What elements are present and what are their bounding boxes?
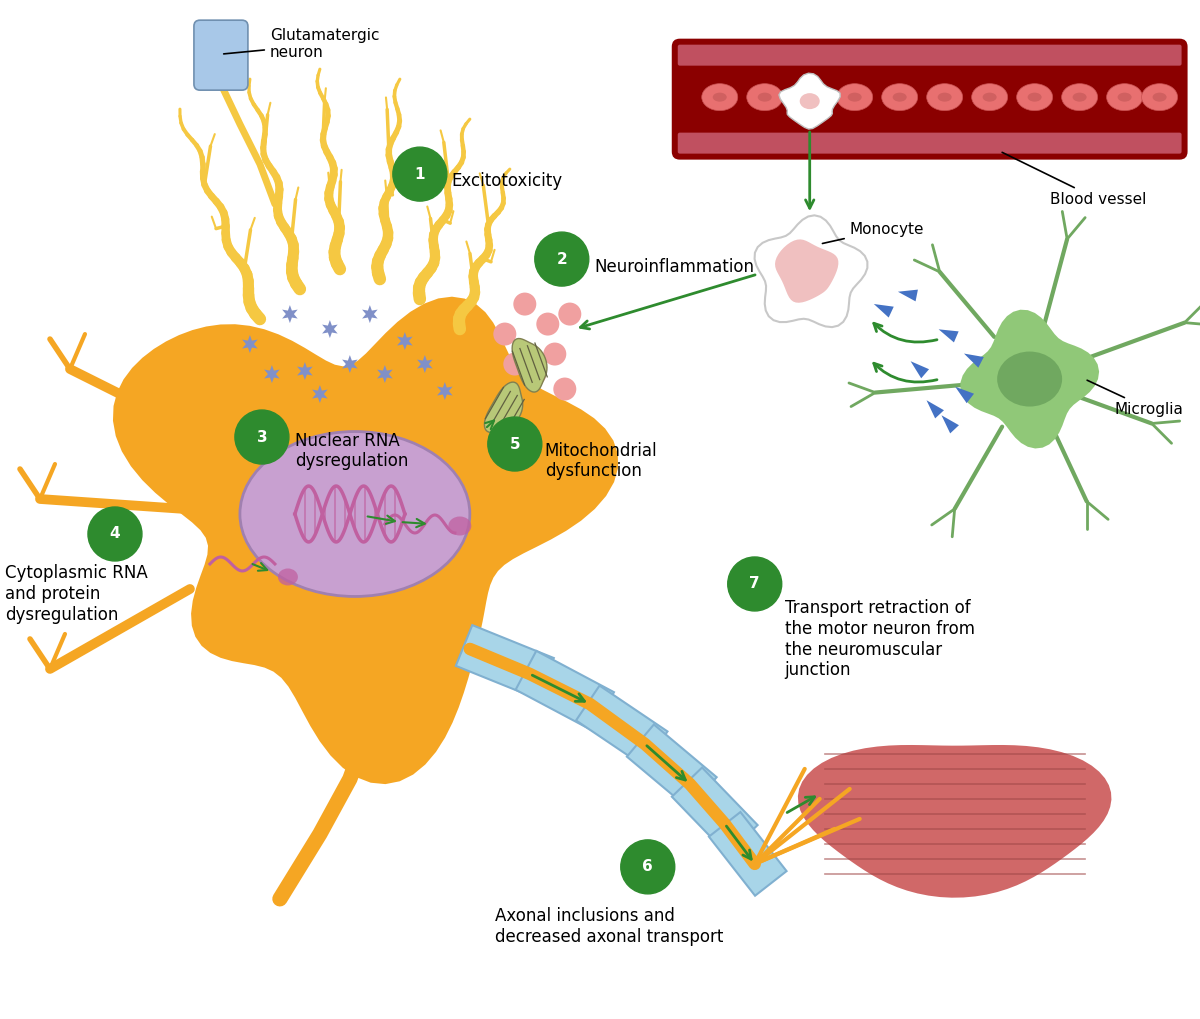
Text: 6: 6 — [642, 859, 653, 874]
Text: Microglia: Microglia — [1087, 380, 1183, 417]
Ellipse shape — [449, 517, 472, 536]
Polygon shape — [960, 310, 1099, 448]
Polygon shape — [709, 812, 786, 896]
Circle shape — [523, 363, 546, 385]
Circle shape — [493, 323, 516, 345]
Ellipse shape — [1062, 84, 1098, 111]
Circle shape — [235, 410, 289, 464]
Text: 7: 7 — [750, 577, 760, 591]
Ellipse shape — [1141, 84, 1177, 111]
Ellipse shape — [997, 352, 1062, 407]
Text: 2: 2 — [557, 252, 568, 267]
Circle shape — [558, 303, 581, 325]
Polygon shape — [798, 745, 1111, 898]
Ellipse shape — [836, 84, 872, 111]
Circle shape — [392, 147, 446, 201]
Text: Glutamatergic
neuron: Glutamatergic neuron — [223, 28, 379, 60]
Ellipse shape — [1152, 93, 1166, 102]
Polygon shape — [113, 297, 618, 784]
Polygon shape — [456, 625, 554, 699]
Circle shape — [544, 342, 566, 366]
Circle shape — [488, 417, 542, 471]
FancyBboxPatch shape — [672, 39, 1188, 160]
Ellipse shape — [1016, 84, 1052, 111]
Polygon shape — [298, 362, 313, 380]
Text: Transport retraction of
the motor neuron from
the neuromuscular
junction: Transport retraction of the motor neuron… — [785, 599, 974, 680]
Polygon shape — [512, 338, 547, 392]
Ellipse shape — [983, 93, 997, 102]
Text: 4: 4 — [109, 527, 120, 541]
Polygon shape — [362, 305, 378, 323]
Text: 3: 3 — [257, 430, 268, 444]
Ellipse shape — [757, 93, 772, 102]
Polygon shape — [926, 400, 944, 419]
Circle shape — [88, 507, 142, 561]
Ellipse shape — [702, 84, 738, 111]
Polygon shape — [626, 725, 716, 809]
Polygon shape — [342, 355, 358, 373]
Polygon shape — [938, 329, 959, 342]
Circle shape — [514, 292, 536, 316]
Ellipse shape — [803, 93, 817, 102]
Polygon shape — [779, 73, 840, 129]
Polygon shape — [898, 289, 918, 302]
Polygon shape — [672, 767, 757, 854]
Circle shape — [536, 313, 559, 335]
Ellipse shape — [792, 84, 828, 111]
Polygon shape — [755, 215, 868, 327]
Polygon shape — [775, 239, 839, 303]
Circle shape — [503, 353, 527, 376]
Text: Mitochondrial
dysfunction: Mitochondrial dysfunction — [545, 441, 658, 480]
Polygon shape — [942, 416, 959, 433]
Polygon shape — [242, 335, 258, 353]
Polygon shape — [516, 651, 614, 731]
Polygon shape — [576, 686, 667, 766]
Circle shape — [553, 378, 576, 400]
Ellipse shape — [1106, 84, 1142, 111]
Text: Excitotoxicity: Excitotoxicity — [452, 172, 563, 191]
Polygon shape — [874, 304, 894, 318]
Circle shape — [727, 557, 781, 611]
Ellipse shape — [972, 84, 1008, 111]
Ellipse shape — [278, 569, 298, 586]
Text: Neuroinflammation: Neuroinflammation — [595, 258, 755, 276]
Text: Blood vessel: Blood vessel — [1002, 153, 1146, 207]
Polygon shape — [485, 382, 523, 432]
Polygon shape — [397, 332, 413, 351]
Text: 1: 1 — [415, 167, 425, 181]
FancyBboxPatch shape — [678, 45, 1182, 65]
Ellipse shape — [926, 84, 962, 111]
Ellipse shape — [847, 93, 862, 102]
Polygon shape — [322, 320, 337, 338]
Text: Monocyte: Monocyte — [822, 221, 924, 244]
Polygon shape — [282, 305, 298, 323]
Ellipse shape — [882, 84, 918, 111]
Ellipse shape — [713, 93, 727, 102]
Circle shape — [620, 840, 674, 894]
FancyBboxPatch shape — [194, 20, 248, 90]
Ellipse shape — [1073, 93, 1087, 102]
Polygon shape — [264, 365, 280, 383]
FancyBboxPatch shape — [678, 132, 1182, 154]
Text: Cytoplasmic RNA
and protein
dysregulation: Cytoplasmic RNA and protein dysregulatio… — [5, 564, 148, 624]
Ellipse shape — [240, 431, 470, 596]
Ellipse shape — [799, 93, 820, 109]
Circle shape — [535, 232, 589, 286]
Polygon shape — [377, 365, 392, 383]
Ellipse shape — [1027, 93, 1042, 102]
Ellipse shape — [1117, 93, 1132, 102]
Ellipse shape — [937, 93, 952, 102]
Polygon shape — [418, 355, 433, 373]
Polygon shape — [911, 361, 929, 378]
Text: Axonal inclusions and
decreased axonal transport: Axonal inclusions and decreased axonal t… — [494, 908, 724, 947]
Polygon shape — [955, 386, 974, 404]
Text: Nuclear RNA
dysregulation: Nuclear RNA dysregulation — [295, 432, 408, 471]
Ellipse shape — [746, 84, 782, 111]
Polygon shape — [312, 385, 328, 404]
Text: 5: 5 — [510, 436, 520, 451]
Polygon shape — [964, 354, 984, 368]
Ellipse shape — [893, 93, 907, 102]
Polygon shape — [437, 382, 452, 400]
